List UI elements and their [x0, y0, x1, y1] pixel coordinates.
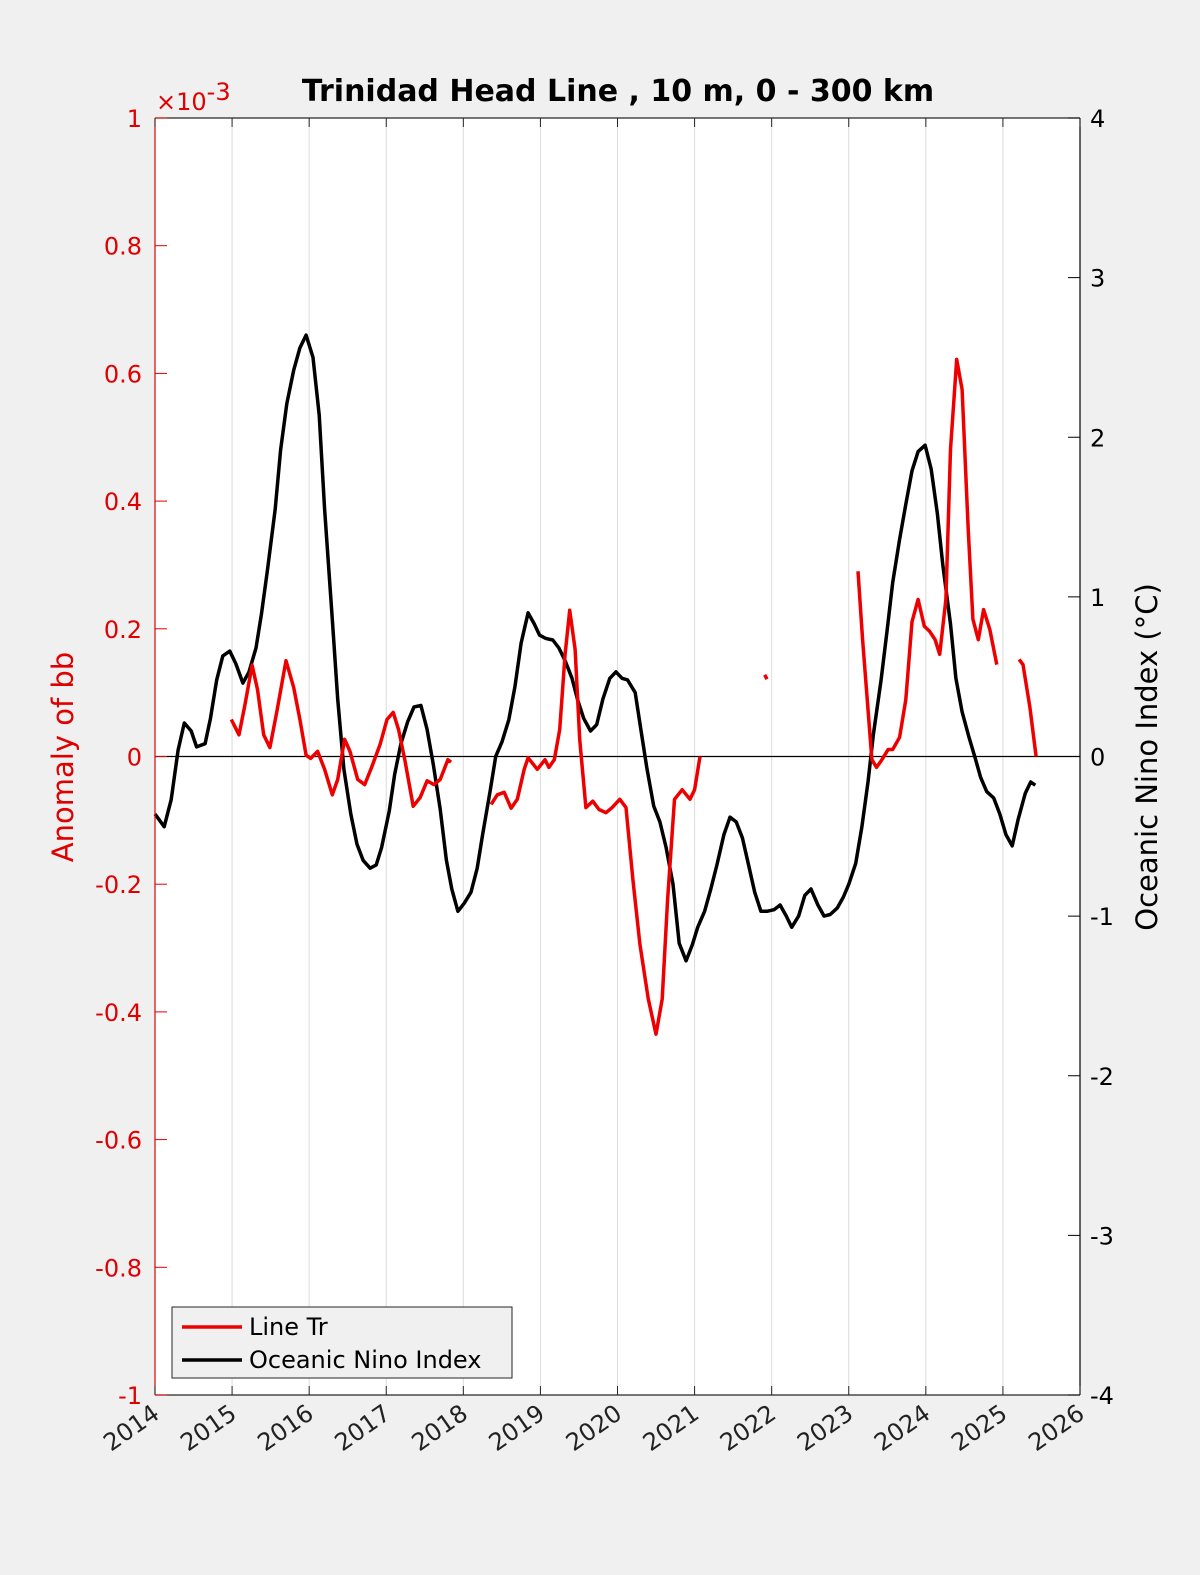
series-line-tr — [489, 608, 702, 1036]
right-tick-label: -3 — [1090, 1222, 1114, 1250]
x-tick-label: 2015 — [175, 1399, 241, 1457]
series-line-tr — [229, 658, 453, 809]
legend-box — [171, 1306, 513, 1379]
x-tick-label: 2020 — [561, 1399, 627, 1457]
exponent-base: ×10 — [156, 88, 207, 116]
left-tick-label: 0.2 — [104, 616, 142, 644]
right-tick-label: 4 — [1090, 105, 1105, 133]
left-tick-label: -0.8 — [95, 1254, 142, 1282]
x-tick-label: 2017 — [330, 1399, 396, 1457]
left-tick-label: 0.6 — [104, 360, 142, 388]
left-axis-exponent: ×10-3 — [156, 78, 231, 116]
series-line-tr — [856, 357, 999, 770]
legend: Line Tr Oceanic Nino Index — [171, 1306, 513, 1379]
x-tick-label: 2021 — [638, 1399, 704, 1457]
series-layer — [153, 333, 1038, 1036]
right-tick-label: 3 — [1090, 265, 1105, 293]
exponent-power: -3 — [207, 78, 231, 106]
right-tick-label: -2 — [1090, 1063, 1114, 1091]
left-tick-label: 1 — [127, 105, 142, 133]
legend-label-line-tr: Line Tr — [249, 1313, 328, 1341]
x-tick-label: 2023 — [792, 1399, 858, 1457]
right-y-ticks: 4 3 2 1 0 -1 -2 -3 -4 — [1068, 105, 1114, 1410]
right-tick-label: -1 — [1090, 903, 1114, 931]
left-tick-label: -0.4 — [95, 999, 142, 1027]
left-tick-label: -0.6 — [95, 1127, 142, 1155]
left-tick-label: -0.2 — [95, 871, 142, 899]
right-tick-label: 2 — [1090, 424, 1105, 452]
x-tick-label: 2018 — [407, 1399, 473, 1457]
right-tick-label: -4 — [1090, 1382, 1114, 1410]
left-tick-label: -1 — [118, 1382, 142, 1410]
x-tick-label: 2019 — [484, 1399, 550, 1457]
series-oni — [153, 333, 1037, 963]
left-y-ticks: 1 0.8 0.6 0.4 0.2 0 -0.2 -0.4 -0.6 -0.8 -1 — [95, 105, 167, 1410]
x-tick-label: 2016 — [253, 1399, 319, 1457]
left-tick-label: 0.8 — [104, 233, 142, 261]
x-tick-label: 2022 — [715, 1399, 781, 1457]
chart-title: Trinidad Head Line , 10 m, 0 - 300 km — [302, 74, 934, 109]
left-tick-label: 0 — [127, 744, 142, 772]
series-line-tr — [763, 673, 769, 681]
right-tick-label: 0 — [1090, 744, 1105, 772]
right-axis-label: Oceanic Nino Index (°C) — [1130, 583, 1164, 931]
x-tick-label: 2025 — [946, 1399, 1012, 1457]
series-line-tr — [1017, 658, 1038, 757]
legend-label-oni: Oceanic Nino Index — [249, 1346, 481, 1374]
left-axis-label: Anomaly of bb — [46, 652, 80, 862]
left-tick-label: 0.4 — [104, 488, 142, 516]
right-tick-label: 1 — [1090, 584, 1105, 612]
x-tick-label: 2024 — [869, 1399, 935, 1457]
x-tick-label: 2026 — [1023, 1399, 1089, 1457]
